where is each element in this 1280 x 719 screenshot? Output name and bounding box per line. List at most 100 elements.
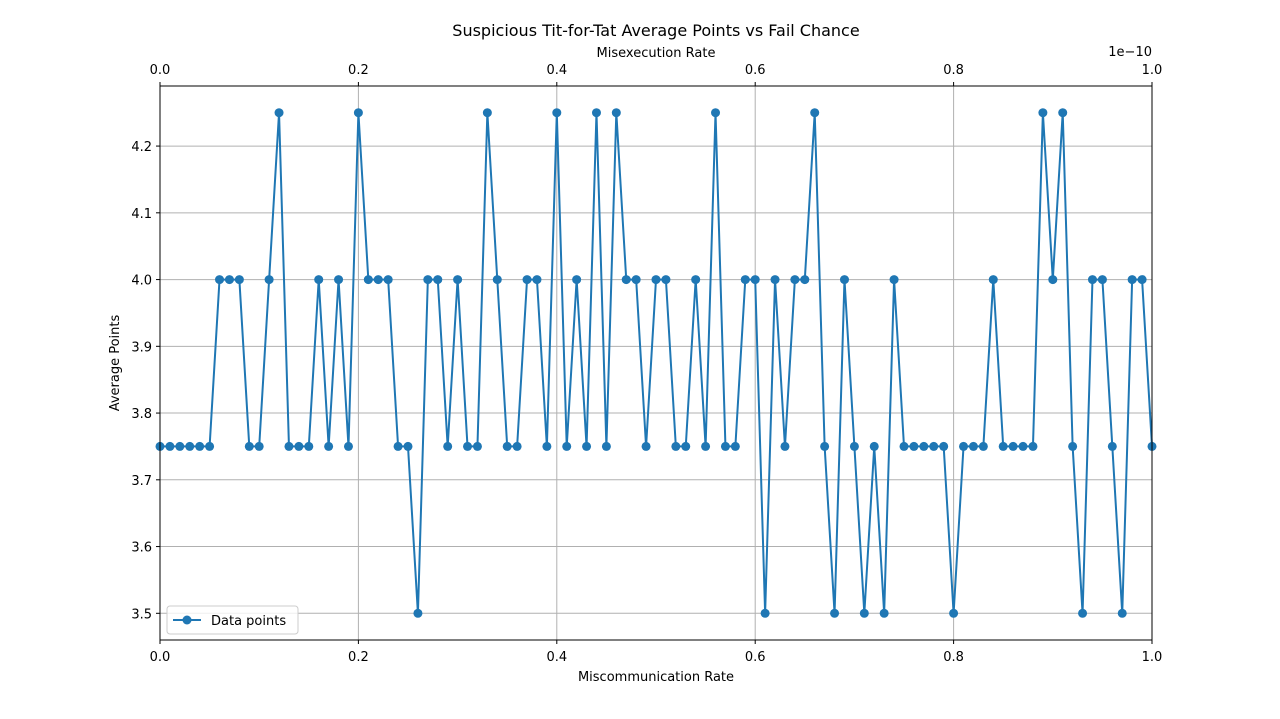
data-point-marker [373, 275, 383, 285]
data-point-marker [820, 441, 830, 451]
data-point-marker [621, 275, 631, 285]
data-point-marker [1137, 275, 1147, 285]
data-point-marker [919, 441, 929, 451]
data-point-marker [482, 108, 492, 118]
y-axis-label: Average Points [108, 314, 123, 411]
data-point-marker [1107, 441, 1117, 451]
data-point-marker [1087, 275, 1097, 285]
data-point-marker [472, 441, 482, 451]
data-point-marker [591, 108, 601, 118]
data-point-marker [552, 108, 562, 118]
y-tick-label: 4.0 [131, 274, 152, 289]
top-x-axis-offset-text: 1e−10 [1108, 45, 1152, 60]
data-point-marker [909, 441, 919, 451]
top-x-tick-label: 0.6 [745, 63, 766, 78]
data-point-marker [185, 441, 195, 451]
data-point-marker [959, 441, 969, 451]
data-point-marker [889, 275, 899, 285]
data-point-marker [1048, 275, 1058, 285]
data-point-marker [492, 275, 502, 285]
data-point-marker [800, 275, 810, 285]
data-point-marker [1117, 608, 1127, 618]
data-point-marker [780, 441, 790, 451]
data-point-marker [641, 441, 651, 451]
data-point-marker [691, 275, 701, 285]
data-point-marker [532, 275, 542, 285]
data-point-marker [730, 441, 740, 451]
data-point-marker [175, 441, 185, 451]
data-point-marker [582, 441, 592, 451]
legend: Data points [166, 605, 299, 635]
data-point-marker [274, 108, 284, 118]
data-point-marker [1068, 441, 1078, 451]
data-point-marker [671, 441, 681, 451]
data-point-marker [949, 608, 959, 618]
x-tick-label: 0.0 [150, 650, 171, 665]
data-point-marker [681, 441, 691, 451]
data-point-marker [383, 275, 393, 285]
data-point-marker [998, 441, 1008, 451]
data-point-marker [711, 108, 721, 118]
x-axis-label: Miscommunication Rate [578, 670, 734, 685]
data-point-marker [770, 275, 780, 285]
data-point-marker [284, 441, 294, 451]
data-point-marker [988, 275, 998, 285]
legend-label: Data points [211, 614, 286, 629]
data-point-marker [968, 441, 978, 451]
top-x-tick-label: 0.8 [943, 63, 964, 78]
plot-frame [159, 85, 1153, 641]
data-point-marker [939, 441, 949, 451]
data-point-marker [830, 608, 840, 618]
data-point-marker [264, 275, 274, 285]
x-tick-label: 0.2 [348, 650, 369, 665]
data-point-marker [165, 441, 175, 451]
data-point-marker [572, 275, 582, 285]
top-x-axis-label: Misexecution Rate [597, 46, 716, 61]
data-point-marker [849, 441, 859, 451]
data-point-marker [224, 275, 234, 285]
y-tick-label: 3.5 [131, 607, 152, 622]
data-point-marker [393, 441, 403, 451]
data-point-marker [1097, 275, 1107, 285]
data-point-marker [810, 108, 820, 118]
data-point-marker [353, 108, 363, 118]
series-line-data-points [155, 108, 1157, 618]
data-point-marker [869, 441, 879, 451]
data-point-marker [215, 275, 225, 285]
data-point-marker [1078, 608, 1088, 618]
data-point-marker [294, 441, 304, 451]
data-point-marker [343, 441, 353, 451]
y-tick-label: 3.6 [131, 541, 152, 556]
data-point-marker [502, 441, 512, 451]
data-point-marker [1058, 108, 1068, 118]
grid-lines [159, 86, 1153, 640]
data-point-marker [720, 441, 730, 451]
data-point-marker [463, 441, 473, 451]
data-point-marker [899, 441, 909, 451]
data-point-marker [314, 275, 324, 285]
data-point-marker [839, 275, 849, 285]
data-point-marker [1018, 441, 1028, 451]
data-point-marker [304, 441, 314, 451]
data-point-marker [631, 275, 641, 285]
data-point-marker [443, 441, 453, 451]
data-point-marker [701, 441, 711, 451]
data-point-marker [601, 441, 611, 451]
data-point-marker [423, 275, 433, 285]
top-x-tick-label: 0.4 [546, 63, 567, 78]
legend-marker-swatch [182, 615, 192, 625]
y-tick-label: 4.2 [131, 140, 152, 155]
data-point-marker [254, 441, 264, 451]
data-point-marker [244, 441, 254, 451]
data-point-marker [978, 441, 988, 451]
top-x-tick-label: 0.2 [348, 63, 369, 78]
data-point-marker [611, 108, 621, 118]
x-tick-label: 0.6 [745, 650, 766, 665]
legend-box [166, 605, 299, 635]
data-point-marker [879, 608, 889, 618]
data-point-marker [334, 275, 344, 285]
data-point-marker [1038, 108, 1048, 118]
data-point-marker [929, 441, 939, 451]
x-tick-label: 0.8 [943, 650, 964, 665]
